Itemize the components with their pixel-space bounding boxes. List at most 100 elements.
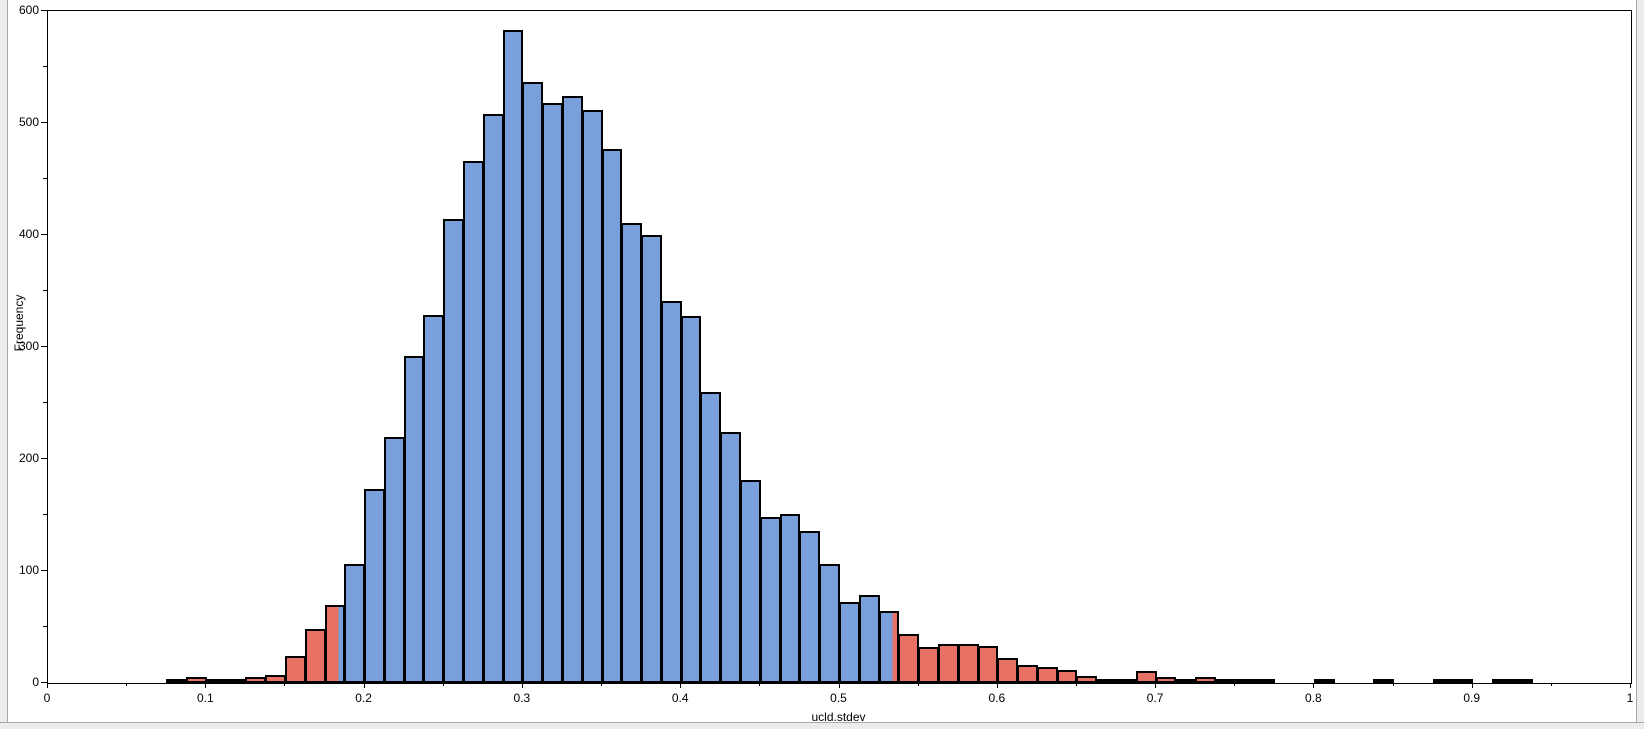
x-axis-tick [838,683,840,688]
histogram-bar [1373,679,1395,683]
x-axis-tick-label: 0 [43,691,51,705]
histogram-bar [1076,676,1098,683]
x-axis-minor-tick [601,683,603,686]
histogram-bar [819,564,840,683]
histogram-bar [839,602,860,683]
x-axis-tick-label: 0.5 [830,691,847,705]
histogram-bar [1135,671,1157,683]
histogram-bar [284,656,306,683]
histogram-bar [542,103,563,683]
x-axis-tick-label: 0.7 [1146,691,1164,705]
x-axis-tick [1471,683,1473,688]
x-axis-tick-label: 0.8 [1305,691,1322,705]
y-axis-tick-label: 400 [18,227,39,241]
x-axis-tick [47,683,48,688]
x-axis-tick [1313,683,1315,688]
x-axis-minor-tick [759,683,761,686]
histogram-bar [759,517,781,683]
y-axis-minor-tick [43,402,47,403]
histogram-bar [799,531,821,683]
y-axis-tick-label: 500 [18,115,39,129]
histogram-bar [1254,679,1276,683]
histogram-bar [621,223,643,683]
x-axis-tick [1155,683,1157,688]
histogram-bar [423,315,445,683]
y-axis-tick [41,458,47,459]
histogram-bar [720,432,742,683]
histogram-bar [344,564,366,683]
x-axis-minor-tick [1075,683,1077,686]
histogram-bar [403,356,425,683]
histogram-bar [1195,677,1216,683]
x-axis-minor-tick [442,683,444,686]
x-axis-tick [1630,683,1631,688]
histogram-bar [1056,670,1078,683]
histogram-bar [1175,679,1197,683]
window-border-right [1636,0,1644,729]
histogram-bar [700,392,722,683]
histogram-bar [463,161,484,683]
histogram-bar [779,514,801,683]
histogram-bar [443,219,465,683]
histogram-bar [1234,679,1256,683]
histogram-bar [641,235,662,683]
histogram-bar [304,629,326,683]
x-axis-tick [205,683,207,688]
histogram-bar [937,644,959,683]
histogram-bar [660,301,682,683]
x-axis-tick-label: 0.1 [196,691,214,705]
histogram-bar [957,644,979,683]
y-axis-tick-label: 600 [18,3,39,17]
x-axis-tick-label: 1 [1626,691,1634,705]
x-axis-title: ucld.stdev [811,710,866,724]
histogram-bar [581,110,603,683]
y-axis-tick-label: 200 [18,451,39,465]
x-axis-tick-label: 0.4 [671,691,689,705]
y-axis-tick [41,346,47,347]
histogram-bar [166,679,187,683]
histogram-bar [324,605,346,683]
histogram-bar [225,679,247,683]
x-axis-tick [363,683,365,688]
x-axis-minor-tick [1550,683,1552,686]
y-axis-minor-tick [43,290,47,291]
histogram-bar [186,677,207,683]
y-axis-title: Frequency [12,294,26,352]
histogram-bar [997,658,1019,683]
histogram-bar [482,114,504,683]
histogram-bar [1511,679,1533,683]
y-axis-tick-label: 0 [32,675,39,689]
histogram-bar [1155,677,1177,683]
histogram-bar [561,96,583,683]
histogram-bar [898,634,920,683]
histogram-bar [383,437,405,683]
histogram-bar [680,316,702,683]
y-axis-tick [41,10,47,11]
histogram-bar [918,647,939,683]
y-axis-minor-tick [43,626,47,627]
y-axis-tick [41,570,47,571]
histogram-bar [245,677,267,683]
y-axis-tick [41,682,47,683]
x-axis-minor-tick [1234,683,1236,686]
histogram-bar [1096,679,1118,683]
x-axis-tick-label: 0.6 [988,691,1006,705]
y-axis-tick [41,234,47,235]
histogram-bar [205,679,227,683]
x-axis-minor-tick [917,683,919,686]
histogram-bar [265,675,286,683]
y-axis-minor-tick [43,66,47,67]
x-axis-tick [680,683,682,688]
x-axis-minor-tick [284,683,286,686]
y-axis-tick [41,122,47,123]
x-axis-tick [996,683,998,688]
histogram-bar [1313,679,1335,683]
plot-frame [47,10,1632,684]
y-axis-tick-label: 300 [18,339,39,353]
histogram-bar [601,149,623,683]
histogram-bar [364,489,385,683]
y-axis-minor-tick [43,514,47,515]
histogram-bar [1116,679,1137,683]
x-axis-minor-tick [126,683,128,686]
